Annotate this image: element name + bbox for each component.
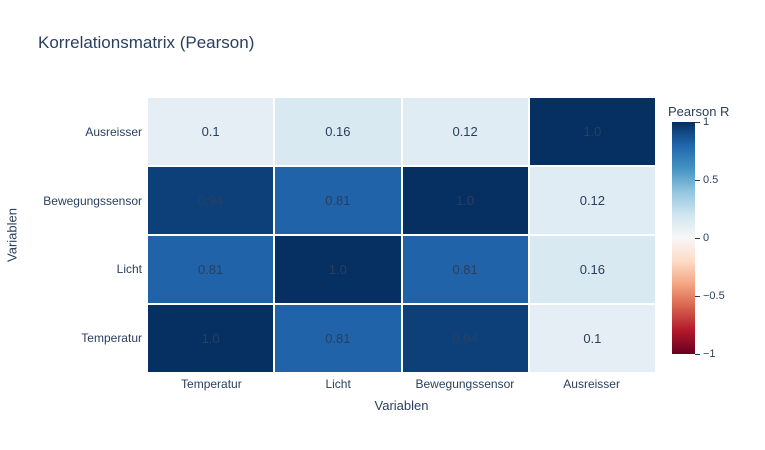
- colorbar-tick-label: −1: [703, 348, 716, 360]
- colorbar-tick-mark: [695, 296, 700, 297]
- heatmap-cell[interactable]: 1.0: [529, 98, 655, 165]
- colorbar-tick-mark: [695, 180, 700, 181]
- heatmap-cell[interactable]: 0.81: [275, 305, 401, 372]
- x-tick-label: Ausreisser: [563, 377, 620, 391]
- y-tick-label: Licht: [116, 262, 142, 277]
- colorbar-tick-label: 0: [703, 232, 710, 244]
- colorbar-tick-mark: [695, 354, 700, 355]
- heatmap-cell[interactable]: 1.0: [148, 305, 274, 372]
- x-tick-label: Licht: [325, 377, 351, 391]
- heatmap-cell[interactable]: 0.16: [275, 98, 401, 165]
- colorbar-gradient: [672, 122, 695, 354]
- y-tick-label: Ausreisser: [85, 125, 142, 140]
- x-tick-label: Temperatur: [181, 377, 242, 391]
- colorbar-tick-mark: [695, 122, 700, 123]
- heatmap-grid[interactable]: 0.1 0.16 0.12 1.0 0.94 0.81 1.0 0.12 0.81 1.0 0.81…: [148, 98, 655, 372]
- y-axis-tick-labels: Ausreisser Bewegungssensor Licht Temperatur: [0, 98, 142, 372]
- heatmap-cell[interactable]: 0.94: [148, 167, 274, 234]
- heatmap-cell[interactable]: 1.0: [402, 167, 528, 234]
- chart-title: Korrelationsmatrix (Pearson): [38, 33, 255, 52]
- heatmap-cell[interactable]: 0.12: [402, 98, 528, 165]
- colorbar-title: Pearson R: [668, 104, 730, 119]
- heatmap-cell[interactable]: 0.81: [275, 167, 401, 234]
- heatmap-cell[interactable]: 0.81: [402, 236, 528, 303]
- heatmap-cell[interactable]: 0.94: [402, 305, 528, 372]
- x-axis-tick-labels: Temperatur Licht Bewegungssensor Ausreisser: [148, 377, 655, 393]
- colorbar-tick-label: −0.5: [703, 290, 725, 302]
- y-tick-label: Bewegungssensor: [43, 193, 142, 208]
- y-axis-title: Variablen: [4, 208, 20, 262]
- heatmap-cell[interactable]: 0.16: [529, 236, 655, 303]
- colorbar-tick-mark: [695, 238, 700, 239]
- x-tick-label: Bewegungssensor: [415, 377, 515, 391]
- colorbar-tick-label: 0.5: [703, 174, 719, 186]
- heatmap-cell[interactable]: 0.12: [529, 167, 655, 234]
- y-tick-label: Temperatur: [81, 330, 142, 345]
- heatmap-cell[interactable]: 1.0: [275, 236, 401, 303]
- colorbar-tick-label: 1: [703, 116, 710, 128]
- x-axis-title: Variablen: [374, 398, 429, 413]
- heatmap-cell[interactable]: 0.1: [529, 305, 655, 372]
- heatmap-cell[interactable]: 0.1: [148, 98, 274, 165]
- heatmap-cell[interactable]: 0.81: [148, 236, 274, 303]
